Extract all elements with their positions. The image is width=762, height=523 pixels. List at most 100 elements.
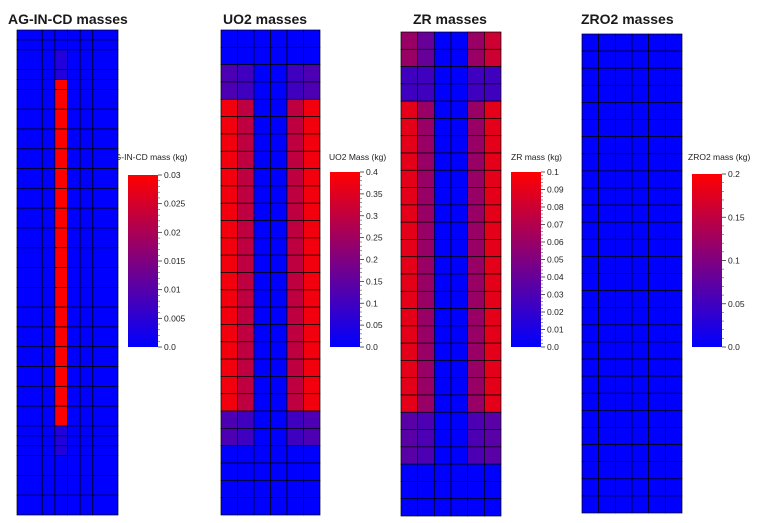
heatmap-cell: [433, 325, 452, 344]
heatmap-cell: [237, 116, 255, 135]
heatmap-cell: [483, 152, 502, 171]
heatmap-cell: [54, 326, 68, 348]
heatmap-cell: [16, 385, 43, 407]
heatmap-cell: [92, 148, 119, 169]
heatmap-cell: [253, 64, 271, 83]
heatmap-cell: [467, 239, 485, 258]
panel-title-uo2: UO2 masses: [223, 11, 307, 27]
heatmap-cell: [286, 81, 304, 100]
heatmap-cell: [400, 308, 419, 327]
colorbar-tick-label: 0.02: [164, 227, 181, 237]
heatmap-cell: [79, 79, 94, 90]
heatmap-cell: [303, 150, 321, 169]
heatmap-cell: [648, 119, 666, 138]
heatmap-cell: [79, 287, 94, 308]
heatmap-cell: [54, 405, 68, 427]
heatmap-cell: [631, 153, 650, 172]
heatmap-cell: [92, 326, 119, 348]
heatmap-cell: [41, 494, 56, 516]
heatmap-cell: [400, 290, 419, 309]
heatmap-cell: [450, 429, 469, 448]
heatmap-cell: [67, 366, 81, 387]
colorbar-tick-label: 0.03: [164, 170, 181, 180]
heatmap-cell: [664, 102, 683, 120]
colorbar-tick-label: 0.2: [728, 169, 740, 179]
heatmap-cell: [286, 98, 304, 117]
heatmap-cell: [286, 358, 304, 377]
heatmap-cell: [41, 148, 56, 169]
heatmap-cell: [581, 341, 600, 360]
heatmap-cell: [92, 39, 119, 51]
heatmap-cell: [270, 98, 288, 117]
heatmap-cell: [79, 455, 94, 476]
heatmap-cell: [270, 202, 288, 221]
heatmap-cell: [16, 326, 43, 348]
heatmap-cell: [400, 394, 419, 413]
heatmap-cell: [614, 187, 633, 206]
heatmap-cell: [614, 153, 633, 172]
heatmap-cell: [483, 360, 502, 379]
heatmap-cell: [270, 254, 288, 273]
heatmap-cell: [92, 405, 119, 427]
heatmap-cell: [41, 89, 56, 110]
heatmap-cell: [92, 108, 119, 130]
heatmap-cell: [664, 50, 683, 69]
heatmap-cell: [631, 290, 650, 309]
heatmap-cell: [631, 273, 650, 291]
heatmap-cell: [270, 306, 288, 325]
heatmap-cell: [67, 287, 81, 308]
heatmap-cell: [614, 119, 633, 138]
heatmap-cell: [67, 326, 81, 348]
heatmap-cell: [450, 187, 469, 206]
heatmap-cell: [16, 455, 43, 476]
heatmap-cell: [67, 346, 81, 367]
heatmap-cell: [400, 273, 419, 292]
heatmap-cell: [67, 247, 81, 268]
heatmap-cell: [41, 475, 56, 496]
heatmap-cell: [433, 498, 452, 517]
heatmap-cell: [648, 256, 666, 274]
heatmap-cell: [303, 497, 321, 516]
heatmap-cell: [79, 39, 94, 51]
heatmap-cell: [417, 308, 435, 327]
heatmap-cell: [483, 169, 502, 188]
heatmap-cell: [581, 170, 600, 189]
heatmap-cell: [648, 136, 666, 155]
heatmap-cell: [220, 480, 238, 499]
heatmap-cell: [581, 461, 600, 480]
heatmap-cell: [237, 324, 255, 343]
heatmap-cell: [598, 307, 616, 326]
heatmap-cell: [631, 444, 650, 463]
heatmap-cell: [67, 405, 81, 427]
heatmap-cell: [92, 267, 119, 288]
heatmap-cell: [67, 148, 81, 169]
heatmap-cell: [253, 254, 271, 273]
heatmap-cell: [614, 204, 633, 223]
heatmap-cell: [450, 273, 469, 292]
heatmap-cell: [581, 256, 600, 274]
heatmap-cell: [220, 168, 238, 187]
heatmap-cell: [664, 290, 683, 309]
heatmap-cell: [41, 79, 56, 90]
heatmap-cell: [467, 377, 485, 396]
heatmap-cell: [92, 207, 119, 229]
heatmap-cell: [598, 238, 616, 257]
heatmap-cell: [400, 31, 419, 50]
heatmap-cell: [598, 187, 616, 206]
heatmap-cell: [400, 152, 419, 171]
heatmap-cell: [400, 463, 419, 482]
heatmap-cell: [581, 204, 600, 223]
heatmap-cell: [648, 307, 666, 326]
heatmap-cell: [92, 287, 119, 308]
heatmap-cell: [598, 341, 616, 360]
heatmap-cell: [648, 221, 666, 240]
colorbar: [128, 175, 158, 347]
heatmap-cell: [400, 135, 419, 154]
heatmap-cell: [41, 267, 56, 288]
heatmap-cell: [664, 273, 683, 291]
heatmap-cell: [400, 446, 419, 465]
heatmap-cell: [16, 49, 43, 70]
heatmap-cell: [631, 478, 650, 497]
heatmap-cell: [400, 100, 419, 119]
heatmap-cell: [220, 462, 238, 481]
